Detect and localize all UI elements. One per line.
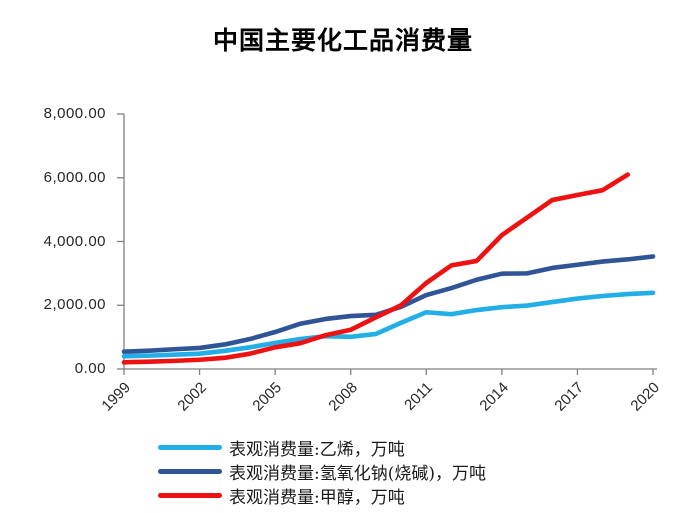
legend-swatch-icon <box>158 444 222 450</box>
legend-label: 表观消费量:氢氧化钠(烧碱)，万吨 <box>229 463 486 484</box>
legend-swatch-icon <box>158 492 222 498</box>
legend-item-1: 表观消费量:氢氧化钠(烧碱)，万吨 <box>158 459 486 484</box>
series-line-0 <box>121 290 656 359</box>
legend-item-2: 表观消费量:甲醇，万吨 <box>158 483 486 508</box>
y-axis-tick-label: 8,000.00 <box>43 105 106 122</box>
series-line-1 <box>121 254 656 354</box>
y-axis-tick-label: 2,000.00 <box>43 296 106 314</box>
chart-legend: 表观消费量:乙烯，万吨表观消费量:氢氧化钠(烧碱)，万吨 表观消费量:甲醇，万吨 <box>158 435 486 508</box>
legend-label: 表观消费量:乙烯，万吨 <box>229 439 405 460</box>
chart-title: 中国主要化工品消费量 <box>212 27 473 55</box>
series-line-2 <box>121 172 631 365</box>
legend-label: 表观消费量:甲醇，万吨 <box>229 487 405 508</box>
y-axis-tick-label: 0.00 <box>74 360 106 377</box>
legend-item-0: 表观消费量:乙烯，万吨 <box>158 435 486 460</box>
legend-swatch-icon <box>158 468 222 474</box>
y-axis-tick-label: 4,000.00 <box>43 232 106 250</box>
y-axis-tick-label: 6,000.00 <box>43 168 106 186</box>
